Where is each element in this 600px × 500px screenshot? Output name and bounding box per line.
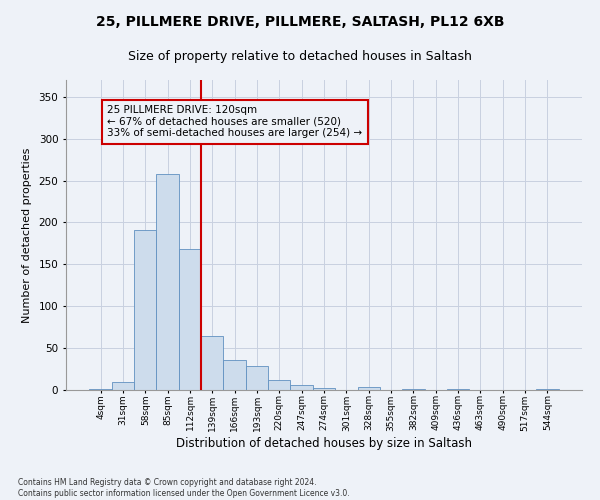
Bar (134, 230, 157, 390)
Bar (447, 389, 469, 390)
Text: Size of property relative to detached houses in Saltash: Size of property relative to detached ho… (128, 50, 472, 63)
Bar (157, 174, 179, 390)
Text: 25, PILLMERE DRIVE, PILLMERE, SALTASH, PL12 6XB: 25, PILLMERE DRIVE, PILLMERE, SALTASH, P… (96, 15, 504, 29)
Bar (179, 249, 201, 390)
Text: Contains HM Land Registry data © Crown copyright and database right 2024.
Contai: Contains HM Land Registry data © Crown c… (18, 478, 350, 498)
Bar (112, 382, 134, 390)
Bar (268, 380, 290, 390)
Bar (201, 336, 223, 390)
Bar (402, 389, 425, 390)
Y-axis label: Number of detached properties: Number of detached properties (22, 148, 32, 322)
Bar (89, 389, 112, 390)
Bar (290, 385, 313, 390)
X-axis label: Distribution of detached houses by size in Saltash: Distribution of detached houses by size … (176, 438, 472, 450)
Text: 25 PILLMERE DRIVE: 120sqm
← 67% of detached houses are smaller (520)
33% of semi: 25 PILLMERE DRIVE: 120sqm ← 67% of detac… (107, 105, 362, 138)
Bar (536, 389, 559, 390)
Bar (246, 366, 268, 390)
Bar (358, 386, 380, 390)
Bar (313, 388, 335, 390)
Bar (223, 360, 246, 390)
